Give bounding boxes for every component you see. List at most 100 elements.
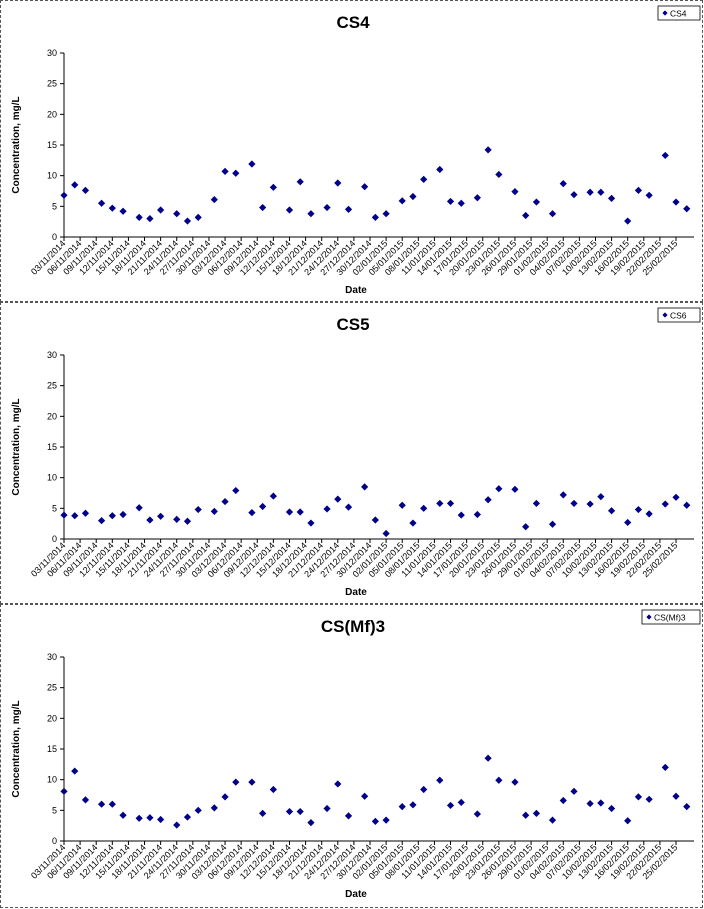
data-point: [135, 213, 143, 221]
y-tick-label: 20: [47, 713, 57, 723]
y-tick-label: 5: [52, 503, 57, 513]
data-point: [119, 811, 127, 819]
y-tick-label: 15: [47, 140, 57, 150]
data-point: [645, 795, 653, 803]
data-point: [570, 787, 578, 795]
data-point: [71, 512, 79, 520]
data-point: [495, 776, 503, 784]
data-point: [532, 198, 541, 206]
data-point: [522, 523, 530, 531]
data-point: [269, 492, 277, 500]
data-point: [334, 495, 342, 503]
data-point: [661, 763, 669, 771]
data-point: [522, 811, 530, 819]
data-point: [409, 192, 417, 201]
data-point: [484, 146, 492, 154]
legend-marker: [662, 312, 668, 318]
data-point: [473, 810, 481, 818]
data-point: [371, 516, 379, 524]
x-axis-label: Date: [345, 889, 367, 900]
data-point: [645, 191, 653, 199]
data-point: [221, 497, 229, 506]
data-point: [473, 510, 481, 519]
data-point: [108, 800, 116, 808]
chart-svg-cs4: CS4 CS405101520253003/11/201406/11/201409…: [11, 5, 701, 296]
data-point: [532, 499, 541, 508]
data-point: [624, 518, 632, 527]
data-point: [307, 519, 315, 527]
data-point: [484, 754, 492, 762]
legend-label: CS6: [670, 311, 687, 321]
data-point: [511, 188, 519, 196]
data-point: [157, 206, 165, 214]
data-point: [436, 776, 444, 784]
data-point: [344, 812, 353, 820]
data-point: [210, 507, 218, 515]
y-tick-label: 15: [47, 442, 57, 452]
data-point: [634, 793, 643, 801]
data-point: [232, 486, 240, 495]
data-point: [361, 792, 369, 800]
data-point: [135, 814, 143, 822]
y-tick-label: 30: [47, 48, 57, 58]
data-point: [248, 160, 256, 168]
data-point: [624, 817, 632, 825]
data-point: [548, 816, 557, 824]
y-tick-label: 5: [52, 201, 57, 211]
data-point: [119, 510, 127, 519]
data-point: [683, 501, 691, 509]
data-point: [259, 203, 267, 212]
data-point: [157, 512, 165, 520]
data-point: [60, 511, 68, 519]
data-point: [334, 780, 342, 788]
data-point: [420, 785, 428, 794]
data-point: [672, 792, 680, 800]
legend-marker: [662, 10, 668, 16]
x-axis-label: Date: [345, 285, 367, 296]
data-point: [285, 508, 294, 516]
data-point: [559, 491, 567, 499]
chart-panel-cs5: CS5 CS6 0 5 10 15 20 25 30 03/11/2014 06/11/2014 09…: [0, 302, 703, 604]
data-point: [436, 165, 444, 174]
data-point: [259, 502, 267, 511]
data-point: [559, 796, 567, 805]
legend: CS4: [657, 5, 701, 21]
y-axis-label: Concentration, mg/L: [11, 700, 22, 797]
y-tick-label: 25: [47, 79, 57, 89]
data-point: [495, 170, 503, 179]
chart-title: CS4: [336, 13, 370, 32]
y-tick-label: 20: [47, 109, 57, 119]
data-point: [361, 483, 369, 491]
data-point: [495, 485, 503, 493]
legend-marker: [646, 614, 652, 620]
data-point: [146, 814, 154, 822]
data-point: [607, 194, 616, 202]
data-point: [285, 206, 294, 214]
data-point: [307, 819, 315, 827]
data-point: [248, 509, 256, 517]
data-point: [559, 180, 567, 188]
data-point: [194, 806, 202, 814]
data-point: [285, 807, 294, 816]
data-point: [683, 803, 691, 811]
data-point: [232, 778, 240, 786]
data-point: [597, 799, 605, 807]
data-point: [457, 798, 465, 806]
data-point: [634, 186, 643, 194]
data-point: [146, 215, 154, 223]
data-point: [457, 511, 465, 519]
y-tick-label: 0: [52, 836, 57, 846]
data-point: [446, 801, 455, 810]
data-point: [586, 799, 594, 808]
data-point: [296, 508, 304, 516]
data-point: [344, 205, 353, 213]
y-tick-label: 30: [47, 652, 57, 662]
data-point: [361, 183, 369, 191]
legend: CS(Mf)3: [641, 609, 701, 625]
data-point: [473, 194, 481, 202]
data-point: [420, 175, 428, 183]
data-point: [586, 500, 594, 508]
y-tick-label: 10: [47, 171, 57, 181]
data-point: [194, 505, 202, 514]
legend: CS6: [657, 307, 701, 323]
